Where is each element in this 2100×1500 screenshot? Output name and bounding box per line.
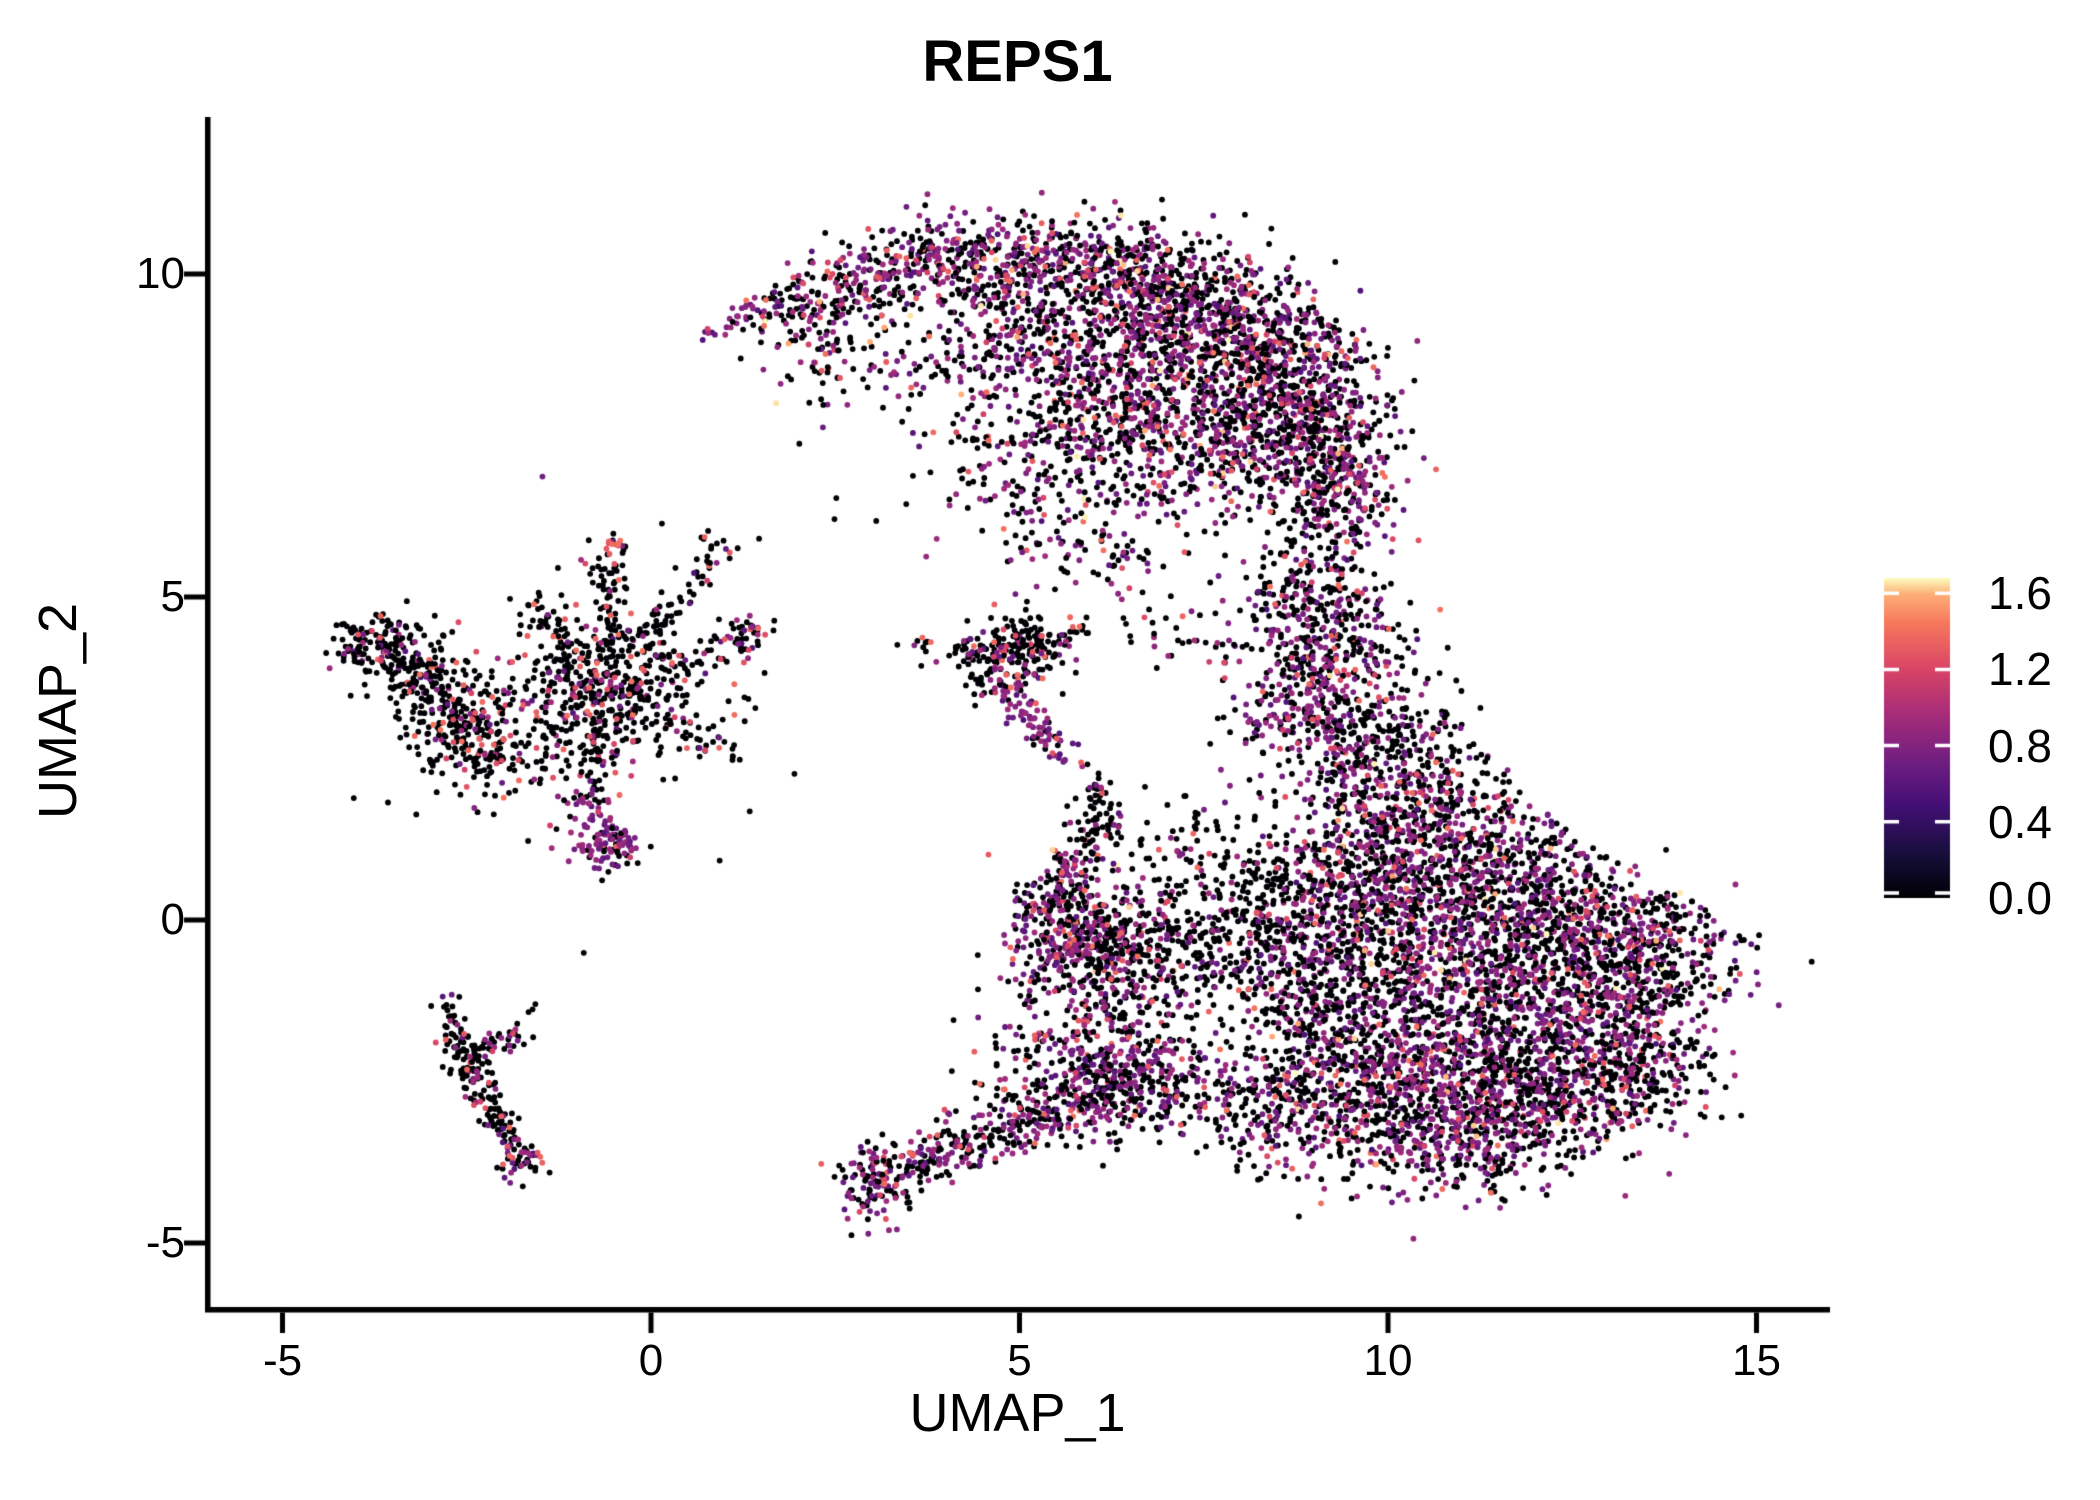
y-tick-label: 10 [136, 249, 185, 298]
colorbar-tick-label: 1.6 [1988, 567, 2052, 620]
colorbar-tick-label: 0.0 [1988, 872, 2052, 924]
colorbar-tick-label: 1.2 [1988, 643, 2052, 696]
x-axis-label: UMAP_1 [909, 1383, 1126, 1443]
y-tick-label: 5 [160, 572, 185, 621]
y-tick-label: 0 [160, 895, 185, 944]
y-axis-label: UMAP_2 [28, 602, 88, 820]
colorbar-tick-label: 0.8 [1988, 719, 2052, 772]
x-tick-label: 5 [1007, 1336, 1032, 1385]
x-tick-label: -5 [262, 1336, 303, 1385]
x-tick-label: 15 [1732, 1336, 1781, 1385]
colorbar-tick-label: 0.4 [1988, 795, 2052, 848]
plot-title: REPS1 [922, 29, 1113, 94]
y-tick-label: -5 [145, 1218, 185, 1267]
x-tick-label: 10 [1363, 1336, 1413, 1385]
x-tick-label: 0 [638, 1336, 664, 1385]
